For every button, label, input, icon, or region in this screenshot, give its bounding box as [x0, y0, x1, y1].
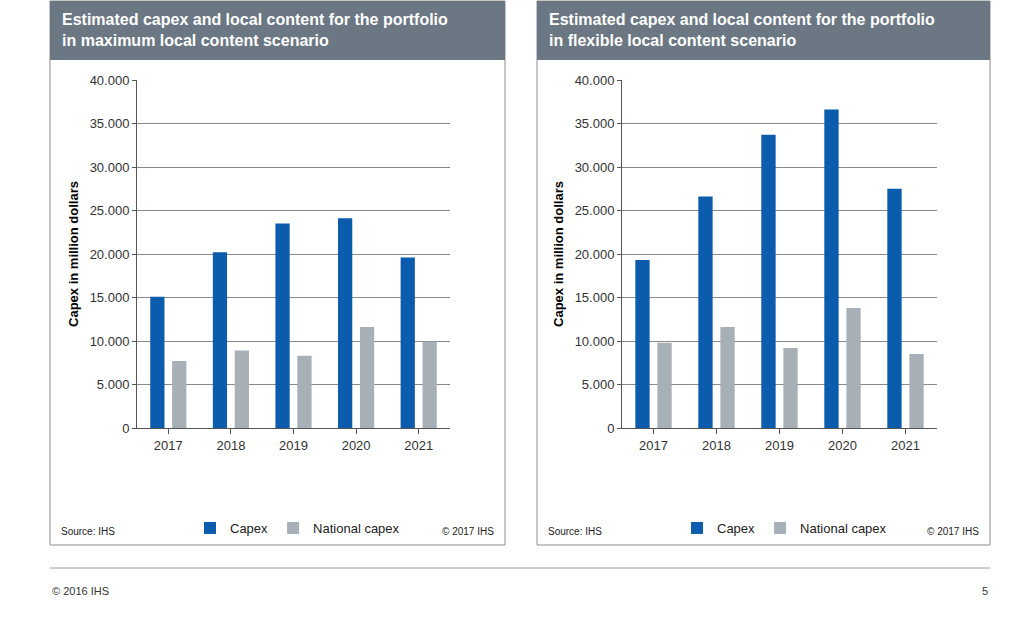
svg-text:10.000: 10.000: [575, 334, 615, 349]
svg-text:35.000: 35.000: [90, 116, 130, 131]
svg-text:National capex: National capex: [313, 521, 399, 536]
svg-text:30.000: 30.000: [90, 160, 130, 175]
svg-text:5.000: 5.000: [582, 377, 615, 392]
svg-text:2018: 2018: [702, 438, 731, 453]
svg-text:5: 5: [982, 585, 988, 597]
svg-text:5.000: 5.000: [97, 377, 130, 392]
svg-text:Capex in million dollars: Capex in million dollars: [66, 181, 81, 327]
svg-text:2021: 2021: [404, 438, 433, 453]
svg-text:© 2017 IHS: © 2017 IHS: [927, 526, 979, 537]
svg-text:2019: 2019: [765, 438, 794, 453]
svg-text:20.000: 20.000: [90, 247, 130, 262]
svg-text:40.000: 40.000: [90, 73, 130, 88]
svg-text:Source: IHS: Source: IHS: [548, 526, 602, 537]
svg-text:20.000: 20.000: [575, 247, 615, 262]
svg-text:© 2017 IHS: © 2017 IHS: [442, 526, 494, 537]
svg-text:2017: 2017: [639, 438, 668, 453]
svg-text:25.000: 25.000: [90, 203, 130, 218]
svg-text:2017: 2017: [154, 438, 183, 453]
svg-text:© 2016 IHS: © 2016 IHS: [52, 585, 109, 597]
svg-text:30.000: 30.000: [575, 160, 615, 175]
svg-text:Capex: Capex: [230, 521, 268, 536]
svg-text:0: 0: [607, 421, 614, 436]
svg-text:25.000: 25.000: [575, 203, 615, 218]
svg-text:10.000: 10.000: [90, 334, 130, 349]
svg-text:Source: IHS: Source: IHS: [61, 526, 115, 537]
svg-text:National capex: National capex: [800, 521, 886, 536]
svg-text:15.000: 15.000: [575, 290, 615, 305]
svg-text:Estimated capex and local cont: Estimated capex and local content for th…: [549, 11, 935, 49]
svg-text:0: 0: [122, 421, 129, 436]
svg-text:35.000: 35.000: [575, 116, 615, 131]
svg-text:2019: 2019: [279, 438, 308, 453]
svg-text:15.000: 15.000: [90, 290, 130, 305]
svg-text:2021: 2021: [891, 438, 920, 453]
svg-text:Estimated capex and local cont: Estimated capex and local content for th…: [62, 11, 448, 49]
svg-text:2020: 2020: [828, 438, 857, 453]
svg-text:2018: 2018: [216, 438, 245, 453]
svg-text:Capex: Capex: [717, 521, 755, 536]
svg-text:Capex in million dollars: Capex in million dollars: [551, 181, 566, 327]
svg-text:40.000: 40.000: [575, 73, 615, 88]
svg-text:2020: 2020: [342, 438, 371, 453]
